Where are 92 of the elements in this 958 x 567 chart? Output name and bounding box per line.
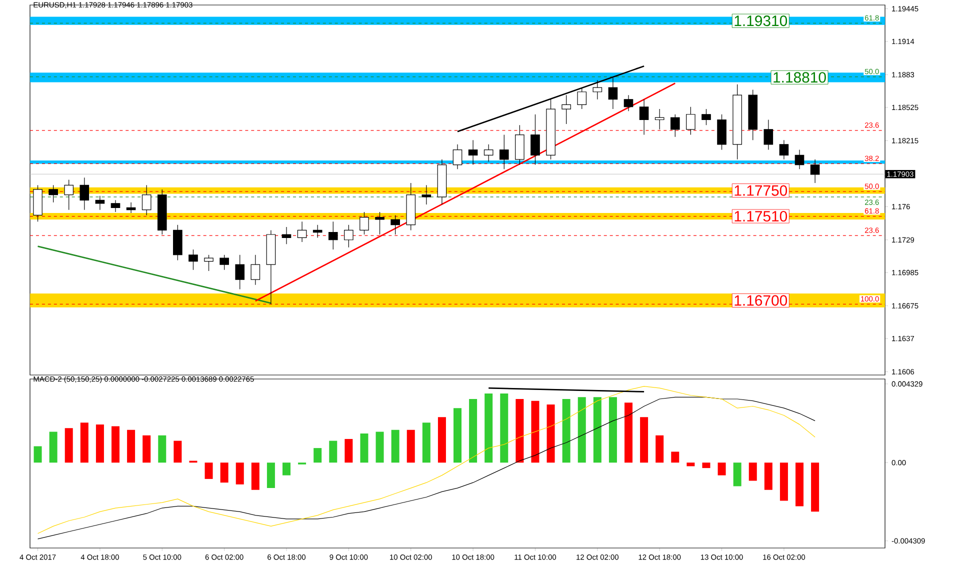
bar: [236, 462, 244, 484]
bar: [733, 462, 742, 486]
band-label: 1.17750: [734, 185, 788, 196]
candlestick: [794, 149, 804, 170]
candlestick: [499, 134, 509, 170]
bar: [593, 397, 602, 463]
candlestick: [530, 114, 540, 166]
candlestick: [654, 108, 664, 130]
bar: [49, 432, 58, 463]
bar: [329, 440, 338, 463]
candlestick: [220, 254, 229, 270]
band-label: 1.19310: [734, 16, 788, 26]
candlestick: [484, 144, 494, 162]
candlestick: [608, 78, 618, 110]
candlestick: [592, 80, 602, 100]
candlestick: [452, 144, 462, 170]
candlestick: [235, 254, 245, 290]
candlestick: [562, 94, 571, 124]
candlestick: [80, 177, 90, 210]
bar: [391, 430, 400, 463]
candlestick: [624, 94, 634, 112]
bar: [686, 462, 695, 466]
candlestick: [670, 114, 680, 138]
candlestick: [764, 119, 774, 150]
bar: [80, 422, 88, 463]
bar: [158, 435, 166, 463]
candlestick: [422, 184, 432, 205]
candlestick: [188, 249, 198, 270]
bar: [282, 462, 291, 476]
bar: [796, 462, 804, 506]
candlestick: [328, 221, 338, 250]
bar: [204, 462, 213, 479]
candlestick: [577, 87, 587, 110]
bar: [811, 462, 820, 512]
band-label: 1.18810: [774, 72, 826, 83]
bar: [406, 430, 415, 463]
bar: [220, 462, 228, 483]
candlestick: [312, 224, 322, 238]
bar: [702, 462, 710, 468]
bar: [34, 446, 42, 463]
bar: [314, 448, 322, 463]
candlestick: [110, 200, 120, 212]
candlestick: [702, 108, 711, 126]
candlestick: [779, 140, 789, 160]
bar: [142, 435, 151, 463]
bar: [780, 462, 788, 501]
bar: [127, 430, 136, 463]
bar: [546, 404, 555, 463]
bar: [608, 397, 617, 463]
bar: [516, 399, 524, 463]
bar: [671, 452, 680, 463]
band-label: 1.16700: [734, 295, 788, 306]
bar: [112, 426, 120, 463]
bar: [500, 394, 508, 463]
bar: [718, 462, 726, 476]
bar: [376, 432, 384, 463]
bar: [174, 440, 182, 463]
bar: [640, 417, 648, 463]
candlestick: [468, 140, 478, 166]
candlestick: [250, 254, 260, 286]
bar: [531, 400, 540, 463]
bar: [266, 462, 275, 488]
bar: [484, 394, 493, 463]
bar: [764, 462, 772, 490]
bar: [748, 462, 757, 481]
bar: [624, 402, 633, 463]
candlestick: [204, 254, 214, 272]
candlestick: [48, 184, 58, 203]
bar: [251, 462, 260, 490]
candlestick: [142, 184, 152, 216]
bar: [438, 417, 446, 463]
band-label: 1.17510: [734, 210, 788, 222]
bar: [578, 397, 586, 463]
candlestick: [810, 159, 820, 184]
bar: [454, 408, 462, 463]
candlestick: [360, 212, 369, 235]
candlestick: [64, 180, 74, 210]
bar: [64, 428, 73, 463]
bar: [96, 424, 104, 463]
candlestick: [344, 224, 354, 248]
bar: [344, 438, 353, 463]
candlestick: [390, 214, 400, 235]
candlestick: [639, 99, 649, 136]
candlestick: [375, 212, 384, 235]
bar: [422, 422, 430, 463]
candlestick: [686, 106, 696, 136]
candlestick: [297, 221, 307, 242]
candlestick: [282, 226, 292, 244]
bar: [360, 434, 368, 463]
bar: [656, 435, 664, 463]
bar: [562, 399, 570, 463]
bar: [469, 399, 478, 463]
